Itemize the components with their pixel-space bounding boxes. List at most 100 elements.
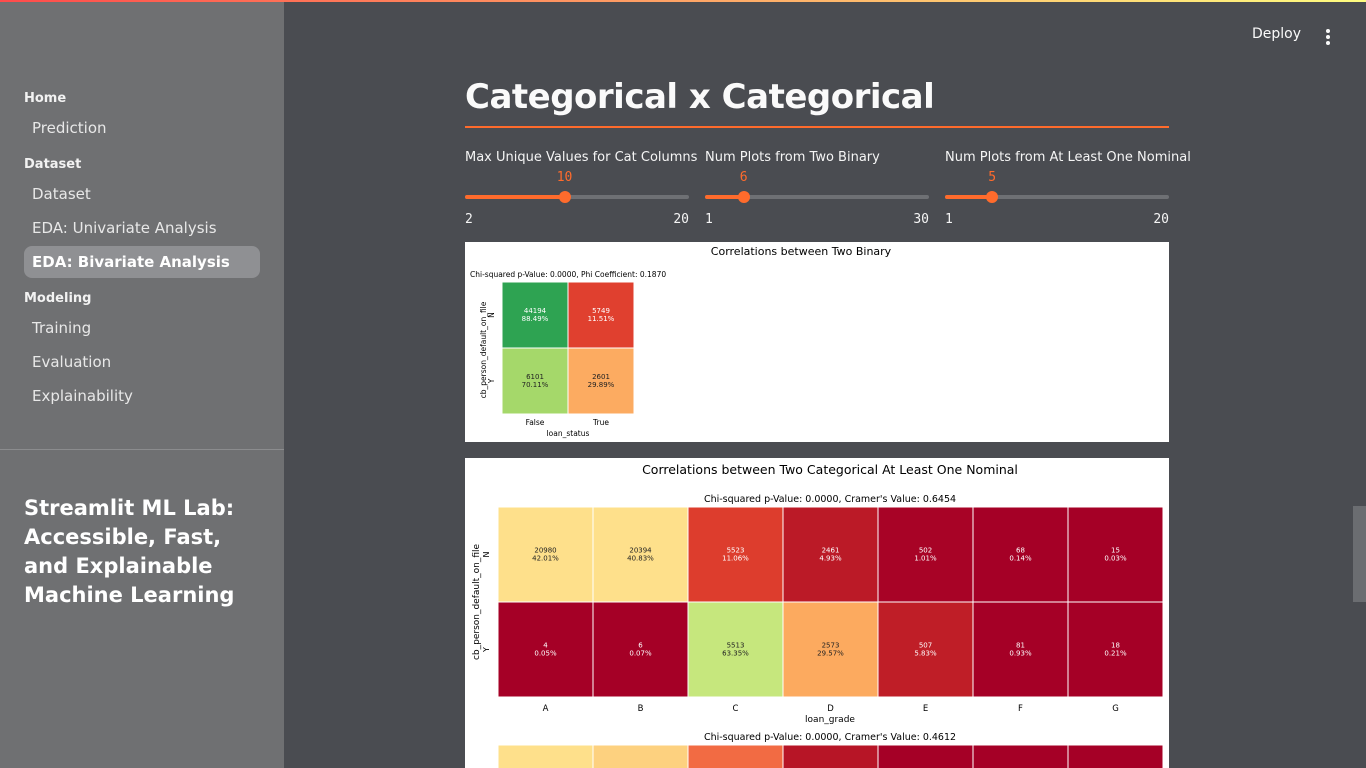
deploy-button[interactable]: Deploy — [1251, 26, 1301, 42]
heatmap-cell — [501, 347, 569, 415]
next-heatmap-cell — [497, 744, 594, 768]
heatmap-cell — [687, 506, 784, 603]
vertical-ellipsis-icon[interactable] — [1322, 29, 1334, 45]
y-tick-label: Y — [487, 378, 496, 384]
chart-subtitle: Chi-squared p-Value: 0.0000, Phi Coeffic… — [470, 270, 666, 279]
heatmap-cell — [497, 601, 594, 698]
slider-label: Max Unique Values for Cat Columns — [465, 150, 698, 165]
slider-track[interactable] — [705, 191, 929, 203]
main-content: Categorical x Categorical Max Unique Val… — [465, 62, 1191, 243]
heatmap-cell — [567, 281, 635, 349]
slider-thumb[interactable] — [737, 191, 750, 203]
cell-count: 5749 — [592, 307, 610, 315]
heatmap-cell — [592, 506, 689, 603]
slider-thumb[interactable] — [558, 191, 571, 203]
cell-percent: 11.06% — [722, 555, 749, 563]
cell-percent: 1.01% — [914, 555, 937, 563]
title-divider — [465, 126, 1169, 128]
binary-heatmap-chart: Correlations between Two Binary Chi-squa… — [470, 245, 892, 438]
chart-title: Correlations between Two Categorical At … — [642, 462, 1018, 477]
slider-value: 6 — [739, 170, 748, 185]
cell-percent: 0.14% — [1009, 555, 1032, 563]
cell-percent: 11.51% — [588, 315, 615, 323]
nav-section-home: Home — [24, 91, 67, 106]
cell-count: 507 — [919, 642, 932, 650]
heatmap-cell — [877, 601, 974, 698]
slider-fill — [705, 195, 744, 199]
slider-value: 10 — [556, 170, 573, 185]
cell-percent: 4.93% — [819, 555, 842, 563]
chart-subtitle: Chi-squared p-Value: 0.0000, Cramer's Va… — [704, 494, 956, 505]
heatmap-cell — [1067, 506, 1164, 603]
cell-count: 2573 — [822, 642, 840, 650]
sidebar-item-eda-bivariate[interactable]: EDA: Bivariate Analysis — [24, 246, 260, 278]
max-unique-values-slider[interactable]: Max Unique Values for Cat Columns 10 2 2… — [465, 150, 698, 230]
nominal-heatmap-chart: Correlations between Two Categorical At … — [472, 462, 1164, 768]
x-axis-label: loan_grade — [805, 715, 855, 725]
cell-percent: 29.89% — [588, 381, 615, 389]
slider-label: Num Plots from At Least One Nominal — [945, 150, 1191, 165]
slider-label: Num Plots from Two Binary — [705, 150, 880, 165]
sidebar-item-explainability[interactable]: Explainability — [32, 387, 133, 405]
slider-max: 30 — [913, 212, 929, 227]
next-chart-subtitle: Chi-squared p-Value: 0.0000, Cramer's Va… — [704, 732, 956, 743]
cell-percent: 0.21% — [1104, 650, 1127, 658]
slider-min: 1 — [945, 212, 953, 227]
x-tick-label: C — [733, 704, 739, 714]
main-scrollbar[interactable] — [1350, 62, 1366, 768]
heatmap-cell — [972, 506, 1069, 603]
sidebar-item-eda-univariate[interactable]: EDA: Univariate Analysis — [32, 219, 217, 237]
x-tick-label: B — [638, 704, 644, 714]
cell-percent: 0.93% — [1009, 650, 1032, 658]
heatmap-cell — [1067, 601, 1164, 698]
cell-percent: 29.57% — [817, 650, 844, 658]
next-heatmap-cell — [877, 744, 974, 768]
cell-percent: 88.49% — [522, 315, 549, 323]
next-heatmap-cell — [687, 744, 784, 768]
slider-value: 5 — [988, 170, 997, 185]
y-tick-label: Y — [482, 647, 491, 653]
slider-thumb[interactable] — [986, 191, 999, 203]
next-heatmap-cell — [782, 744, 879, 768]
cell-count: 2601 — [592, 373, 610, 381]
cell-percent: 5.83% — [914, 650, 937, 658]
heatmap-cell — [501, 281, 569, 349]
x-axis-label: loan_status — [547, 429, 590, 438]
cell-percent: 40.83% — [627, 555, 654, 563]
num-plots-two-binary-slider[interactable]: Num Plots from Two Binary 6 1 30 — [705, 150, 929, 230]
y-tick-label: N — [482, 551, 491, 557]
cell-count: 68 — [1016, 547, 1025, 555]
scrollbar-thumb[interactable] — [1353, 506, 1366, 602]
sidebar-nav: Home Prediction Dataset Dataset EDA: Uni… — [24, 88, 260, 414]
x-tick-label: G — [1112, 704, 1119, 714]
x-tick-label: F — [1018, 704, 1023, 714]
heatmap-cell — [782, 601, 879, 698]
sidebar-item-prediction[interactable]: Prediction — [32, 119, 107, 137]
heatmap-cell — [782, 506, 879, 603]
app-title: Streamlit ML Lab: Accessible, Fast, and … — [24, 496, 235, 607]
cell-count: 44194 — [524, 307, 547, 315]
sidebar-item-dataset[interactable]: Dataset — [32, 185, 91, 203]
slider-track[interactable] — [465, 191, 689, 203]
cell-count: 6101 — [526, 373, 544, 381]
y-axis-label: cb_person_default_on_file — [472, 543, 482, 660]
x-tick-label: E — [923, 704, 928, 714]
slider-track[interactable] — [945, 191, 1169, 203]
cell-count: 81 — [1016, 642, 1025, 650]
slider-min: 2 — [465, 212, 473, 227]
heatmap-cell — [687, 601, 784, 698]
cell-count: 20394 — [629, 547, 652, 555]
cell-percent: 70.11% — [522, 381, 549, 389]
heatmap-cell — [972, 601, 1069, 698]
slider-max: 20 — [1153, 212, 1169, 227]
slider-min: 1 — [705, 212, 713, 227]
cell-count: 6 — [638, 642, 643, 650]
sidebar-item-evaluation[interactable]: Evaluation — [32, 353, 112, 371]
slider-fill — [945, 195, 993, 199]
cell-count: 20980 — [534, 547, 556, 555]
cell-percent: 0.07% — [629, 650, 652, 658]
x-tick-label: A — [543, 704, 549, 714]
sidebar-item-training[interactable]: Training — [32, 319, 92, 337]
cell-count: 5523 — [727, 547, 745, 555]
num-plots-nominal-slider[interactable]: Num Plots from At Least One Nominal 5 1 … — [945, 150, 1191, 230]
